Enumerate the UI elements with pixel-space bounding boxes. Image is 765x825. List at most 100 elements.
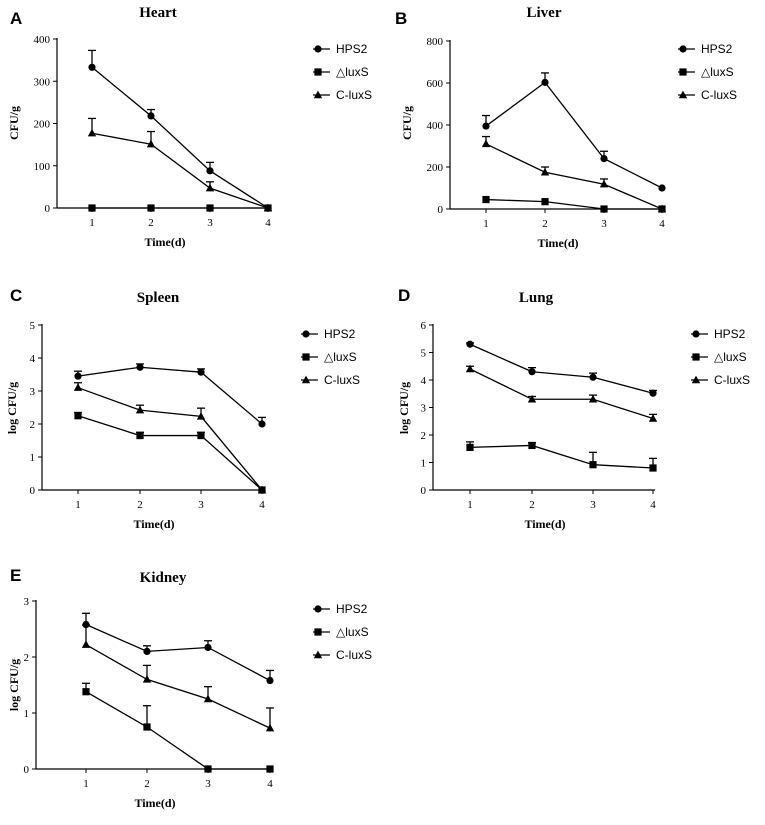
data-point-square: [589, 461, 597, 469]
series-circle: [74, 363, 266, 428]
y-axis-label: CFU/g: [7, 106, 21, 140]
data-point-square: [541, 198, 549, 206]
x-tick-label: 1: [75, 499, 81, 511]
data-point-circle: [649, 389, 657, 397]
data-point-square: [147, 204, 155, 212]
legend-entry: △luxS: [336, 65, 369, 79]
y-axis-label: log CFU/g: [397, 382, 411, 434]
y-tick-label: 800: [427, 36, 444, 48]
x-tick-label: 2: [144, 778, 150, 790]
y-tick-label: 4: [421, 375, 427, 387]
data-point-circle: [74, 372, 82, 380]
data-point-circle: [466, 340, 474, 348]
series-line: [91, 132, 269, 209]
x-axis-label: Time(d): [133, 517, 174, 531]
x-tick-label: 4: [267, 778, 273, 790]
data-point-square: [600, 205, 608, 213]
panel-c: C Spleen 0 1 2 3 4 5 1 2 3 4 Time(d) log CFU/g HPS2 △lu…: [5, 286, 360, 531]
x-tick-label: 4: [650, 499, 656, 511]
data-point-triangle: [599, 179, 609, 188]
data-point-triangle: [73, 383, 83, 391]
y-tick-label: 300: [34, 76, 51, 88]
legend-marker-circle: [314, 45, 322, 53]
y-axis-label: log CFU/g: [5, 382, 19, 434]
series-circle: [482, 72, 666, 192]
series-triangle: [81, 624, 275, 732]
series-circle: [88, 49, 272, 212]
legend-entry: C-luxS: [336, 648, 372, 662]
series-line: [85, 691, 270, 770]
data-point-circle: [600, 155, 608, 163]
y-axis-label: log CFU/g: [7, 659, 21, 711]
data-point-triangle: [465, 364, 475, 373]
panel-letter: E: [10, 566, 21, 585]
legend-marker-triangle: [313, 650, 323, 659]
legend-entry: HPS2: [714, 327, 746, 341]
data-point-triangle: [196, 412, 206, 420]
legend-entry: C-luxS: [324, 373, 360, 387]
x-tick-label: 3: [590, 499, 596, 511]
series-line: [77, 366, 263, 425]
legend-marker-circle: [314, 605, 322, 613]
chart-title: Spleen: [137, 290, 180, 306]
x-tick-label: 1: [467, 499, 473, 511]
data-point-circle: [147, 112, 155, 120]
series-square: [74, 411, 266, 494]
data-point-triangle: [203, 694, 213, 703]
y-tick-label: 3: [30, 386, 36, 398]
data-point-square: [266, 765, 274, 773]
legend-marker-square: [314, 628, 322, 636]
y-tick-label: 0: [45, 203, 51, 215]
data-point-square: [143, 723, 151, 731]
data-point-square: [482, 195, 490, 204]
legend: HPS2 △luxS C-luxS: [301, 327, 360, 387]
y-tick-label: 2: [24, 652, 30, 664]
series-line: [485, 198, 662, 210]
x-tick-label: 3: [205, 778, 211, 790]
data-point-circle: [88, 63, 96, 71]
y-tick-label: 5: [421, 348, 427, 360]
y-tick-label: 400: [34, 34, 51, 46]
series-circle: [82, 612, 274, 685]
series-triangle: [87, 117, 273, 212]
legend-entry: △luxS: [324, 350, 357, 364]
x-tick-label: 4: [659, 218, 665, 230]
x-tick-label: 4: [265, 217, 271, 229]
legend: HPS2 △luxS C-luxS: [678, 42, 737, 102]
data-point-triangle: [265, 723, 275, 732]
x-tick-label: 4: [259, 499, 265, 511]
data-point-triangle: [588, 394, 598, 403]
x-tick-label: 2: [148, 217, 154, 229]
y-axis-label: CFU/g: [400, 106, 414, 140]
panel-letter: D: [398, 286, 410, 305]
series-triangle: [73, 382, 267, 494]
series-line: [469, 368, 654, 420]
data-point-triangle: [527, 394, 537, 403]
legend-entry: HPS2: [336, 602, 368, 616]
data-point-triangle: [205, 183, 215, 192]
y-tick-label: 600: [427, 78, 444, 90]
panel-letter: A: [10, 9, 22, 28]
data-point-triangle: [142, 675, 152, 683]
legend-marker-square: [314, 68, 322, 76]
y-tick-label: 200: [427, 162, 444, 174]
legend-marker-circle: [692, 330, 700, 338]
y-tick-label: 0: [24, 764, 30, 776]
y-tick-label: 2: [30, 419, 36, 431]
y-tick-label: 0: [421, 485, 427, 497]
legend: HPS2 △luxS C-luxS: [313, 602, 372, 662]
data-point-triangle: [257, 485, 267, 494]
x-axis-label: Time(d): [134, 796, 175, 810]
data-point-circle: [206, 167, 214, 175]
x-axis-label: Time(d): [524, 517, 565, 531]
legend-entry: △luxS: [701, 65, 734, 79]
data-point-triangle: [135, 405, 145, 414]
legend-entry: C-luxS: [336, 88, 372, 102]
panel-letter: C: [10, 286, 22, 305]
panel-b: B Liver 0 200 400 600 800 1 2 3 4 Time(d) CFU/g HPS2 △…: [395, 5, 737, 250]
y-tick-label: 1: [24, 708, 30, 720]
x-tick-label: 2: [137, 499, 143, 511]
data-point-triangle: [540, 167, 550, 176]
data-point-square: [88, 204, 96, 212]
